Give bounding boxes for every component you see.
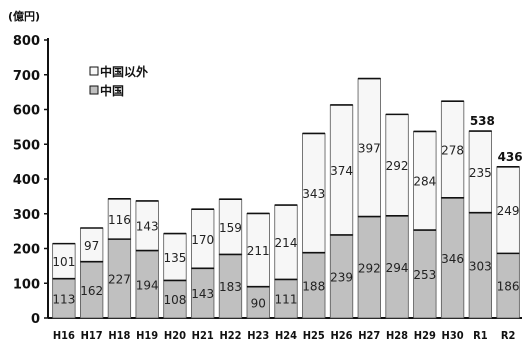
data-label-china: 239 (330, 270, 353, 284)
data-label-other: 235 (469, 166, 492, 180)
data-label-other: 249 (497, 204, 520, 218)
data-label-china: 346 (441, 252, 464, 266)
data-label-china: 303 (469, 259, 492, 273)
y-tick-label: 600 (13, 104, 40, 119)
x-tick-label: H28 (386, 329, 408, 342)
x-tick-label: H26 (330, 329, 352, 342)
y-axis-unit-label: (億円) (8, 9, 40, 23)
data-label-other: 343 (302, 187, 325, 201)
data-label-other: 211 (247, 244, 270, 258)
x-tick-label: H23 (247, 329, 269, 342)
data-label-other: 397 (358, 142, 381, 156)
legend-label: 中国以外 (100, 64, 148, 79)
data-label-china: 227 (108, 273, 131, 287)
data-label-china: 188 (302, 279, 325, 293)
data-label-other: 97 (84, 239, 99, 253)
data-label-other: 170 (191, 233, 214, 247)
data-label-china: 186 (497, 280, 520, 294)
data-label-china: 292 (358, 261, 381, 275)
data-label-china: 113 (52, 292, 75, 306)
y-tick-label: 400 (13, 173, 40, 188)
x-tick-label: H18 (108, 329, 130, 342)
data-label-china: 294 (386, 261, 409, 275)
data-label-other: 135 (163, 251, 186, 265)
x-tick-label: H19 (136, 329, 158, 342)
data-label-other: 278 (441, 143, 464, 157)
legend-swatch (89, 85, 99, 95)
y-tick-label: 200 (13, 243, 40, 258)
data-label-other: 143 (136, 220, 159, 234)
y-tick-label: 300 (13, 208, 40, 223)
y-tick-label: 0 (31, 312, 40, 327)
x-tick-label: H16 (53, 329, 75, 342)
y-tick-label: 700 (13, 69, 40, 84)
y-tick-label: 100 (13, 277, 40, 292)
y-tick-label: 500 (13, 138, 40, 153)
x-tick-label: H24 (275, 329, 297, 342)
data-label-other: 284 (413, 175, 436, 189)
data-label-china: 183 (219, 280, 242, 294)
data-label-china: 162 (80, 284, 103, 298)
total-label: 538 (470, 114, 495, 128)
x-tick-label: R1 (473, 329, 488, 342)
data-label-other: 292 (386, 159, 409, 173)
legend-swatch (89, 66, 99, 76)
data-label-other: 214 (275, 236, 298, 250)
data-label-china: 90 (251, 296, 266, 310)
data-label-other: 116 (108, 213, 131, 227)
y-tick-labels: 0 100 200 300 400 500 600 700 800 (13, 34, 40, 327)
y-tick-label: 800 (13, 34, 40, 49)
x-tick-label: H25 (303, 329, 325, 342)
data-label-china: 111 (275, 293, 298, 307)
x-tick-label: H17 (81, 329, 103, 342)
x-tick-label: H30 (442, 329, 464, 342)
data-label-china: 253 (413, 268, 436, 282)
x-tick-label: R2 (501, 329, 516, 342)
data-label-china: 108 (163, 293, 186, 307)
x-tick-label: H21 (192, 329, 214, 342)
data-label-china: 143 (191, 287, 214, 301)
x-tick-label: H22 (219, 329, 241, 342)
data-label-other: 374 (330, 164, 353, 178)
x-tick-label: H20 (164, 329, 186, 342)
legend-label: 中国 (100, 83, 124, 98)
data-label-other: 159 (219, 221, 242, 235)
x-tick-labels: H16 H17 H18 H19 H20 H21 H22 H23 H24 H25 H26 H27 H28 H… (53, 329, 516, 342)
bars: 113 101 162 97 227 116 194 143 108 135 143 170 183 15… (52, 77, 523, 319)
x-tick-label: H29 (414, 329, 436, 342)
data-label-china: 194 (136, 278, 159, 292)
data-label-other: 101 (52, 255, 75, 269)
total-label: 436 (498, 150, 523, 164)
x-tick-label: H27 (358, 329, 380, 342)
